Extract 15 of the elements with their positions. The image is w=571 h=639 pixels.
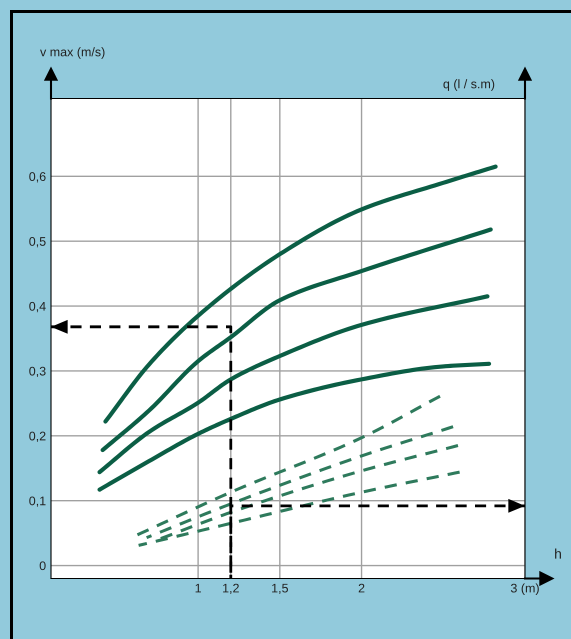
x-tick-label: 3 (m) xyxy=(510,583,539,596)
y-tick-label: 0,4 xyxy=(29,302,46,312)
y-tick-label: 0,6 xyxy=(29,172,46,182)
y-tick-label: 0,2 xyxy=(29,432,46,442)
x-tick-label: 1 xyxy=(196,584,201,592)
y-tick-label: 0 xyxy=(40,561,46,570)
x-tick-label: 2 xyxy=(358,584,364,592)
y-tick-label: 0,5 xyxy=(29,237,46,248)
y-tick-label: 0,1 xyxy=(29,496,46,507)
x-axis-title: h xyxy=(555,548,561,559)
x-tick-label: 1,2 xyxy=(223,584,239,594)
y2-axis-title: q (l / s.m) xyxy=(443,79,494,91)
y-axis-title: v max (m/s) xyxy=(40,47,104,59)
y-tick-label: 0,3 xyxy=(29,366,46,378)
x-tick-label: 1,5 xyxy=(272,584,288,594)
